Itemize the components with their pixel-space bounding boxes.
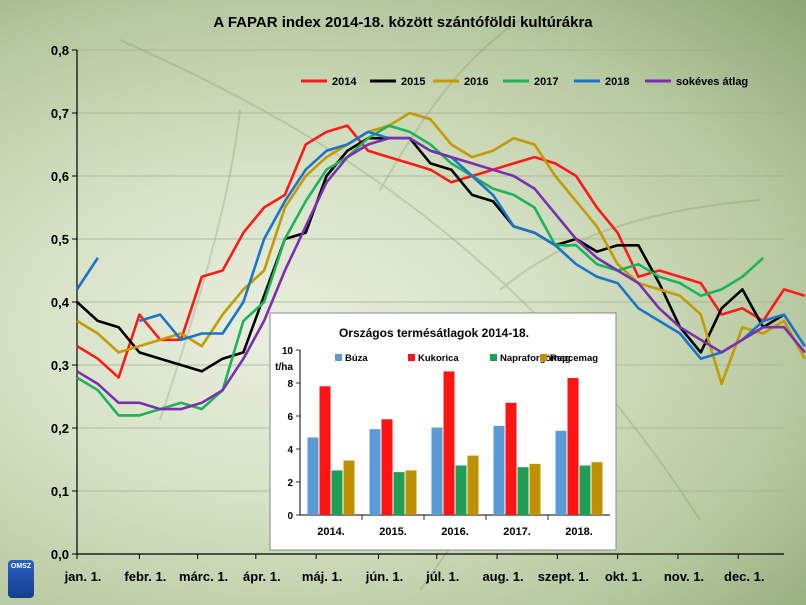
- y-tick-label: 0,7: [51, 106, 69, 121]
- inset-x-tick-label: 2014.: [317, 526, 345, 538]
- inset-x-tick-label: 2017.: [503, 526, 531, 538]
- x-tick-label: febr. 1.: [124, 569, 166, 584]
- bar-Búza-2018: [555, 430, 567, 515]
- bar-Repcemag-2016: [467, 455, 479, 515]
- inset-legend-swatch: [490, 354, 497, 361]
- inset-y-tick-label: 0: [287, 511, 293, 522]
- inset-legend-label: Napraforgómag: [500, 353, 571, 364]
- omsz-logo: OMSZ: [8, 560, 34, 598]
- y-tick-label: 0,6: [51, 169, 69, 184]
- x-tick-label: ápr. 1.: [243, 569, 281, 584]
- legend-label: sokéves átlag: [676, 76, 748, 88]
- x-tick-label: okt. 1.: [605, 569, 643, 584]
- bar-Búza-2016: [431, 427, 443, 515]
- inset-x-tick-label: 2015.: [379, 526, 407, 538]
- inset-y-tick-label: 4: [287, 445, 293, 456]
- inset-x-tick-label: 2016.: [441, 526, 469, 538]
- bar-Kukorica-2016: [443, 371, 455, 515]
- series-line-2014: [76, 124, 806, 379]
- inset-y-tick-label: 10: [282, 346, 294, 357]
- x-tick-label: szept. 1.: [538, 569, 589, 584]
- y-tick-label: 0,8: [51, 43, 69, 58]
- inset-y-tick-label: 2: [287, 478, 293, 489]
- legend-label: 2014: [332, 76, 357, 88]
- bar-Napraforgómag-2017: [517, 467, 529, 515]
- bar-Repcemag-2018: [591, 462, 603, 515]
- bar-Kukorica-2015: [381, 419, 393, 515]
- inset-legend-swatch: [540, 354, 547, 361]
- series-line-sokéves-átlag: [76, 136, 806, 411]
- inset-legend-swatch: [408, 354, 415, 361]
- inset-title: Országos termésátlagok 2014-18.: [339, 326, 529, 340]
- y-tick-label: 0,2: [51, 421, 69, 436]
- y-tick-label: 0,0: [51, 547, 69, 562]
- bar-Repcemag-2014: [343, 460, 355, 515]
- bar-Búza-2015: [369, 429, 381, 515]
- x-tick-label: jan. 1.: [64, 569, 102, 584]
- y-tick-label: 0,1: [51, 484, 69, 499]
- bar-Napraforgómag-2015: [393, 472, 405, 515]
- bar-Napraforgómag-2014: [331, 470, 343, 515]
- inset-legend-label: Búza: [345, 353, 368, 364]
- x-tick-label: máj. 1.: [302, 569, 342, 584]
- inset-x-tick-label: 2018.: [565, 526, 593, 538]
- inset-legend-label: Repcemag: [550, 353, 598, 364]
- inset-legend-label: Kukorica: [418, 353, 459, 364]
- bar-Repcemag-2015: [405, 470, 417, 515]
- x-tick-label: dec. 1.: [724, 569, 764, 584]
- x-tick-label: aug. 1.: [482, 569, 523, 584]
- inset-legend-swatch: [335, 354, 342, 361]
- y-tick-label: 0,4: [51, 295, 70, 310]
- chart-title: A FAPAR index 2014-18. között szántóföld…: [213, 14, 593, 31]
- legend-label: 2018: [605, 76, 629, 88]
- bar-Kukorica-2018: [567, 378, 579, 515]
- x-tick-label: júl. 1.: [425, 569, 459, 584]
- legend-label: 2017: [534, 76, 558, 88]
- x-tick-label: jún. 1.: [365, 569, 404, 584]
- x-tick-label: márc. 1.: [179, 569, 228, 584]
- inset-y-tick-label: 6: [287, 412, 293, 423]
- bar-Búza-2014: [307, 437, 319, 515]
- bar-Napraforgómag-2016: [455, 465, 467, 515]
- bar-Búza-2017: [493, 425, 505, 515]
- inset-y-tick-label: 8: [287, 379, 293, 390]
- bar-Napraforgómag-2018: [579, 465, 591, 515]
- series-line-2016: [76, 111, 806, 386]
- x-tick-label: nov. 1.: [664, 569, 704, 584]
- y-tick-label: 0,3: [51, 358, 69, 373]
- legend-label: 2015: [401, 76, 425, 88]
- legend-label: 2016: [464, 76, 488, 88]
- bar-Repcemag-2017: [529, 463, 541, 515]
- omsz-logo-text: OMSZ: [10, 563, 32, 570]
- inset-y-label: t/ha: [275, 362, 293, 373]
- series-line-2015: [76, 136, 785, 373]
- y-tick-label: 0,5: [51, 232, 69, 247]
- series-line-2018: [75, 130, 806, 360]
- bar-Kukorica-2014: [319, 386, 331, 515]
- bar-Kukorica-2017: [505, 402, 517, 515]
